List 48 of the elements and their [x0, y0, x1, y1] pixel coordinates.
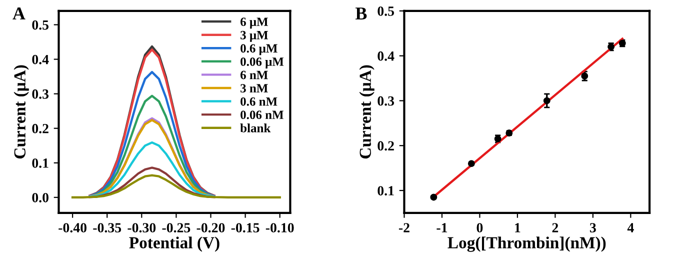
- x-tick-label: 3: [590, 223, 596, 232]
- line-series: [88, 70, 216, 198]
- x-tick-label: -0.40: [58, 223, 86, 232]
- y-tick-label: 0.2: [378, 141, 394, 151]
- point: [430, 194, 438, 201]
- line-series: [71, 174, 281, 199]
- x-tick-label: 2: [552, 223, 558, 232]
- legend-label: 6 nM: [240, 70, 268, 80]
- point: [581, 72, 588, 80]
- legend-label: 0.06 μM: [240, 57, 284, 68]
- x-tick-label: -0.10: [266, 223, 294, 232]
- x-tick-label: -2: [398, 223, 410, 232]
- x-tick-label: -1: [436, 223, 448, 232]
- y-tick-label: 0.2: [32, 124, 48, 134]
- legend-label: 3 nM: [240, 84, 268, 92]
- x-tick-label: -0.20: [196, 223, 225, 232]
- legend-label: 0.6 μM: [240, 44, 278, 56]
- legend-label: 0.6 nM: [240, 97, 278, 106]
- x-tick-label: -0.15: [231, 223, 260, 232]
- y-tick-label: 0.4: [32, 54, 49, 64]
- point: [468, 160, 475, 168]
- y-tick-label: 0.1: [32, 158, 48, 168]
- y-tick-label: 0.5: [378, 6, 394, 16]
- y-axis-title: Current (μA): [359, 65, 374, 159]
- point: [543, 97, 550, 104]
- legend-label: blank: [240, 124, 271, 132]
- text: A: [12, 7, 26, 20]
- x-tick-label: -0.30: [128, 223, 156, 232]
- line-series: [88, 94, 216, 198]
- y-tick-label: 0.0: [32, 192, 48, 202]
- y-tick-label: 0.4: [378, 51, 394, 61]
- x-axis-title: Potential (V): [129, 236, 220, 252]
- legend-label: 0.06 nM: [240, 110, 284, 120]
- legend-label: 3 μM: [240, 30, 268, 42]
- x-tick-label: 0: [476, 223, 483, 232]
- line-series: [88, 141, 216, 198]
- text: B: [355, 8, 367, 20]
- y-tick-label: 0.1: [378, 186, 394, 196]
- y-tick-label: 0.5: [32, 20, 49, 30]
- x-tick-label: 4: [627, 223, 634, 232]
- y-axis-title: Current (μA): [14, 65, 29, 159]
- x-tick-label: -0.25: [162, 223, 190, 232]
- legend-label: 6 μM: [240, 18, 268, 29]
- y-tick-label: 0.3: [32, 89, 49, 99]
- x-tick-label: 1: [515, 223, 520, 232]
- x-tick-label: -0.35: [93, 223, 122, 232]
- y-tick-label: 0.3: [378, 96, 394, 106]
- x-axis-title: Log([Thrombin](nM)): [448, 236, 606, 252]
